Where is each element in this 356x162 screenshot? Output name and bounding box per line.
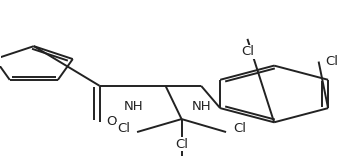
Text: Cl: Cl <box>117 122 130 135</box>
Text: NH: NH <box>124 100 143 113</box>
Text: Cl: Cl <box>233 122 246 135</box>
Text: Cl: Cl <box>175 138 188 151</box>
Text: Cl: Cl <box>241 45 254 58</box>
Text: O: O <box>106 115 116 128</box>
Text: NH: NH <box>191 100 211 113</box>
Text: Cl: Cl <box>326 55 339 68</box>
